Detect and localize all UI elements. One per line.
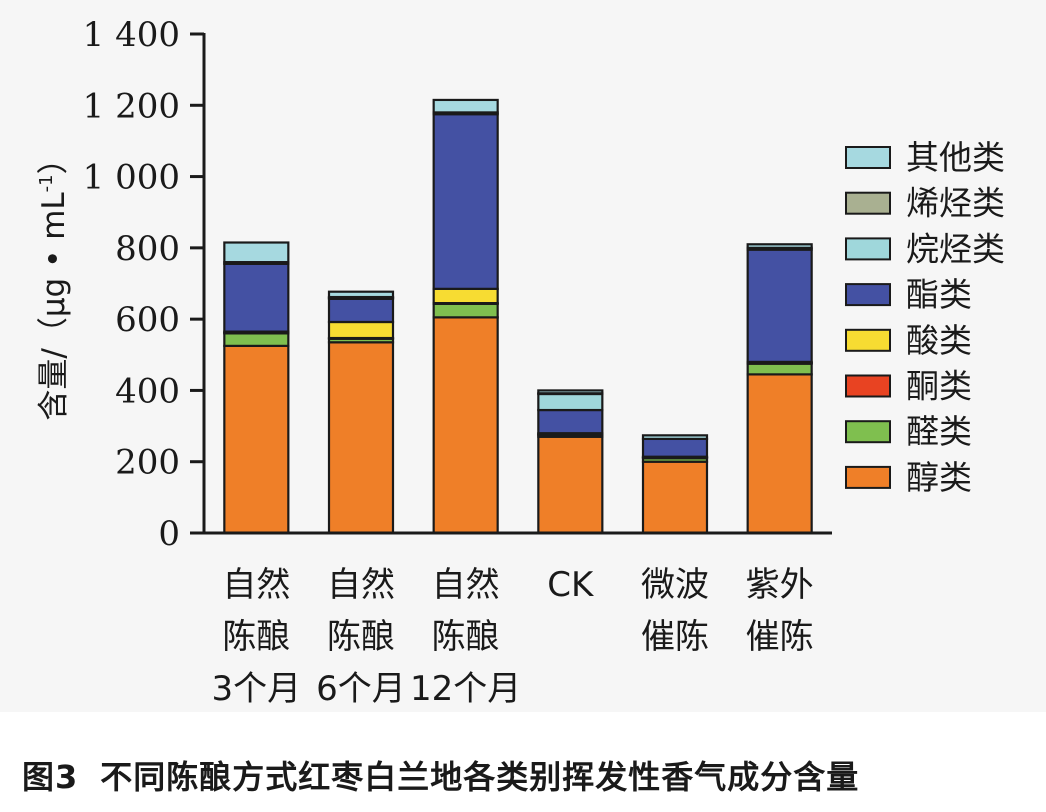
bar-segment	[641, 434, 709, 441]
x-category-label: 自然	[432, 565, 500, 605]
x-category-label: 陈酿	[327, 617, 395, 657]
chart-area: 含量/（μg • mL-1） 0 200 400 600 800 1 000 1 200 1 …	[36, 15, 1005, 709]
x-category-label: CK	[547, 565, 595, 605]
bar-segment	[223, 241, 290, 264]
y-axis-title: 含量/（μg • mL-1）	[36, 143, 72, 420]
y-axis-title-close: ）	[36, 143, 72, 174]
bar-segment	[746, 243, 813, 249]
legend-swatch	[845, 420, 891, 444]
bar-segment	[537, 392, 604, 412]
bar-segment	[537, 389, 604, 395]
bar-segment	[327, 297, 395, 324]
x-category-label: 自然	[327, 565, 395, 605]
figure-caption: 图3 不同陈酿方式红枣白兰地各类别挥发性香气成分含量	[22, 752, 859, 798]
x-category-label: 陈酿	[432, 617, 500, 657]
bars-layer	[223, 98, 813, 535]
bar-segment	[641, 460, 709, 535]
x-category-label: 自然	[222, 565, 290, 605]
bar-segment	[223, 332, 290, 347]
bar-segment	[746, 373, 813, 535]
bar-segment	[327, 290, 395, 299]
legend-swatch	[845, 191, 891, 215]
legend-swatch	[845, 465, 891, 489]
bar-segment	[537, 408, 604, 435]
y-tick-label: 200	[115, 443, 180, 483]
y-tick-label: 600	[115, 300, 180, 340]
figure-caption-text: 不同陈酿方式红枣白兰地各类别挥发性香气成分含量	[100, 758, 860, 796]
x-category-label: 陈酿	[222, 617, 290, 657]
x-category-label: 3个月	[212, 669, 302, 709]
bar-segment	[432, 316, 499, 535]
legend-label: 酮类	[906, 367, 972, 406]
legend-swatch	[845, 237, 891, 261]
bar-segment	[641, 437, 709, 458]
legend-label: 醇类	[906, 458, 972, 497]
legend-swatch	[845, 374, 891, 398]
x-category-label: 12个月	[410, 669, 521, 709]
legend-label: 酯类	[906, 275, 972, 314]
legend-swatch	[845, 328, 891, 352]
stacked-bar-chart: 含量/（μg • mL-1） 0 200 400 600 800 1 000 1 200 1 …	[36, 15, 1005, 709]
y-tick-label: 1 200	[83, 86, 180, 126]
bar-segment	[432, 302, 499, 319]
x-category-label: 催陈	[641, 617, 709, 657]
bar-segment	[327, 341, 395, 535]
svg-text:含量/（μg • mL-1）: 含量/（μg • mL-1）	[36, 143, 72, 420]
bar-segment	[432, 287, 499, 305]
bar-segment	[537, 435, 604, 535]
x-category-label: 微波	[641, 565, 709, 605]
legend-swatch	[845, 146, 891, 169]
bar-segment	[746, 248, 813, 364]
y-axis-ticks: 0 200 400 600 800 1 000 1 200 1 400	[83, 15, 204, 554]
x-category-label: 催陈	[746, 617, 814, 657]
y-axis-title-main: 含量/（μg • mL	[36, 192, 72, 421]
y-tick-label: 800	[115, 229, 180, 269]
axes-layer	[202, 33, 832, 535]
y-tick-label: 0	[158, 514, 180, 554]
legend-label: 其他类	[906, 138, 1005, 177]
bar-segment	[432, 113, 499, 290]
legend-label: 烯烃类	[906, 184, 1005, 223]
bar-segment	[223, 262, 290, 333]
legend-swatch	[845, 283, 891, 307]
x-category-label: 6个月	[316, 669, 406, 709]
figure-label: 图3	[22, 758, 79, 796]
x-category-label: 紫外	[746, 565, 814, 605]
bar-segment	[327, 320, 395, 340]
legend-label: 醛类	[906, 412, 972, 451]
bar-segment	[432, 98, 499, 114]
legend-label: 酸类	[906, 321, 972, 360]
bar-segment	[223, 344, 290, 535]
bar-segment	[746, 362, 813, 376]
y-tick-label: 1 000	[83, 158, 180, 198]
y-tick-label: 400	[115, 371, 180, 411]
legend-label: 烷烃类	[906, 229, 1005, 268]
y-tick-label: 1 400	[83, 15, 180, 55]
y-axis-title-superscript: -1	[36, 174, 57, 192]
